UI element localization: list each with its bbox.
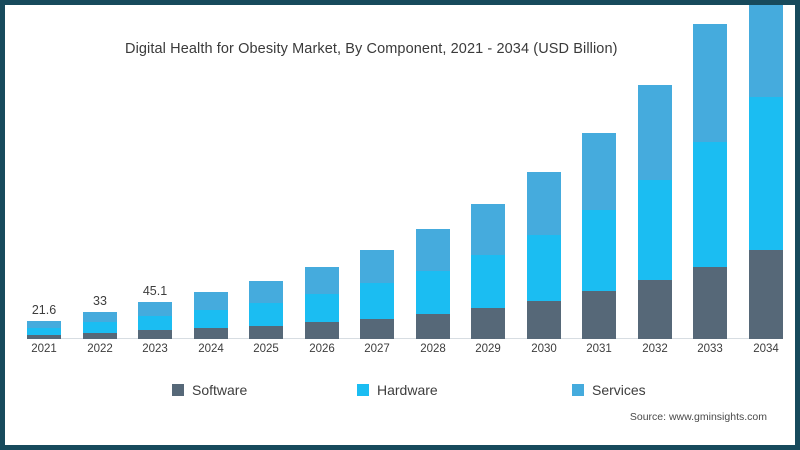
bar-segment-software [305, 322, 339, 339]
x-tick-2027: 2027 [364, 343, 390, 355]
bar-segment-software [249, 325, 283, 339]
bar-segment-software [138, 330, 172, 339]
bar-group: 45.1 [138, 284, 172, 339]
bar-segment-hardware [27, 327, 61, 335]
bar-segment-hardware [138, 315, 172, 331]
legend-swatch-icon [172, 384, 184, 396]
x-tick-2029: 2029 [475, 343, 501, 355]
bar-segment-hardware [360, 283, 394, 319]
bar-value-label: 45.1 [142, 284, 168, 299]
bar-group [194, 291, 228, 339]
bar-segment-software [360, 318, 394, 339]
source-attribution: Source: www.gminsights.com [629, 411, 767, 423]
bar-segment-hardware [527, 234, 561, 301]
x-tick-2025: 2025 [253, 343, 279, 355]
bar-segment-hardware [749, 96, 783, 250]
bar-segment-software [527, 300, 561, 339]
bar-segment-software [638, 280, 672, 339]
bar-group [527, 171, 561, 339]
bar-segment-services [527, 171, 561, 235]
bar-group: 33 [83, 294, 117, 339]
bar-segment-services [360, 250, 394, 284]
x-tick-2023: 2023 [142, 343, 168, 355]
x-axis-line [27, 338, 783, 339]
x-tick-2021: 2021 [31, 343, 57, 355]
bar-segment-software [693, 266, 727, 339]
bar-group [693, 24, 727, 339]
bar-group [416, 229, 450, 339]
legend-item-software[interactable]: Software [172, 382, 247, 398]
bar-segment-software [471, 307, 505, 339]
bar-group [638, 84, 672, 339]
legend-swatch-icon [572, 384, 584, 396]
bar-segment-hardware [194, 309, 228, 329]
bar-segment-software [749, 249, 783, 339]
bar-segment-services [27, 321, 61, 328]
bar-group [305, 267, 339, 339]
bar-segment-services [138, 302, 172, 316]
chart-title: Digital Health for Obesity Market, By Co… [125, 41, 618, 57]
bar-segment-services [693, 24, 727, 143]
bar-group [360, 250, 394, 339]
bar-value-label: 33 [93, 293, 107, 308]
bar-segment-hardware [638, 180, 672, 281]
bar-segment-services [194, 291, 228, 310]
bar-segment-services [305, 267, 339, 295]
x-tick-2031: 2031 [586, 343, 612, 355]
legend-item-hardware[interactable]: Hardware [357, 382, 438, 398]
bar-segment-services [749, 5, 783, 97]
bar-segment-hardware [416, 270, 450, 314]
bar-segment-software [416, 313, 450, 339]
bar-group: 21.6 [27, 303, 61, 339]
bar-group [471, 203, 505, 339]
x-tick-2022: 2022 [87, 343, 113, 355]
x-tick-2026: 2026 [309, 343, 335, 355]
bar-group [249, 280, 283, 339]
bar-segment-services [416, 229, 450, 271]
bar-segment-hardware [249, 302, 283, 326]
bar-segment-services [83, 311, 117, 323]
bar-segment-software [194, 328, 228, 339]
bar-segment-software [27, 334, 61, 339]
legend-label: Hardware [377, 382, 438, 398]
bar-group [582, 132, 616, 339]
x-tick-2033: 2033 [697, 343, 723, 355]
bar-value-label: 21.6 [31, 303, 57, 318]
legend-swatch-icon [357, 384, 369, 396]
chart-legend: Software Hardware Services [27, 382, 783, 404]
bar-segment-software [582, 291, 616, 339]
bar-segment-services [471, 203, 505, 255]
legend-label: Software [192, 382, 248, 398]
bar-segment-hardware [582, 210, 616, 292]
legend-label: Services [592, 382, 646, 398]
x-tick-2032: 2032 [642, 343, 668, 355]
bar-segment-hardware [83, 322, 117, 333]
bar-segment-hardware [693, 142, 727, 267]
bar-segment-software [83, 332, 117, 339]
bar-segment-hardware [305, 294, 339, 323]
bar-segment-services [582, 132, 616, 211]
legend-item-services[interactable]: Services [572, 382, 646, 398]
bar-segment-services [638, 84, 672, 181]
x-axis-tick-labels: 2021 2022 2023 2024 2025 2026 2027 2028 2029 2030… [27, 343, 783, 361]
bar-group [749, 5, 783, 339]
x-tick-2028: 2028 [420, 343, 446, 355]
bar-segment-services [249, 280, 283, 303]
bar-segment-hardware [471, 254, 505, 308]
x-tick-2030: 2030 [531, 343, 557, 355]
x-tick-2024: 2024 [198, 343, 224, 355]
plot-area: 21.6 33 45.1 [27, 5, 783, 339]
x-tick-2034: 2034 [753, 343, 779, 355]
